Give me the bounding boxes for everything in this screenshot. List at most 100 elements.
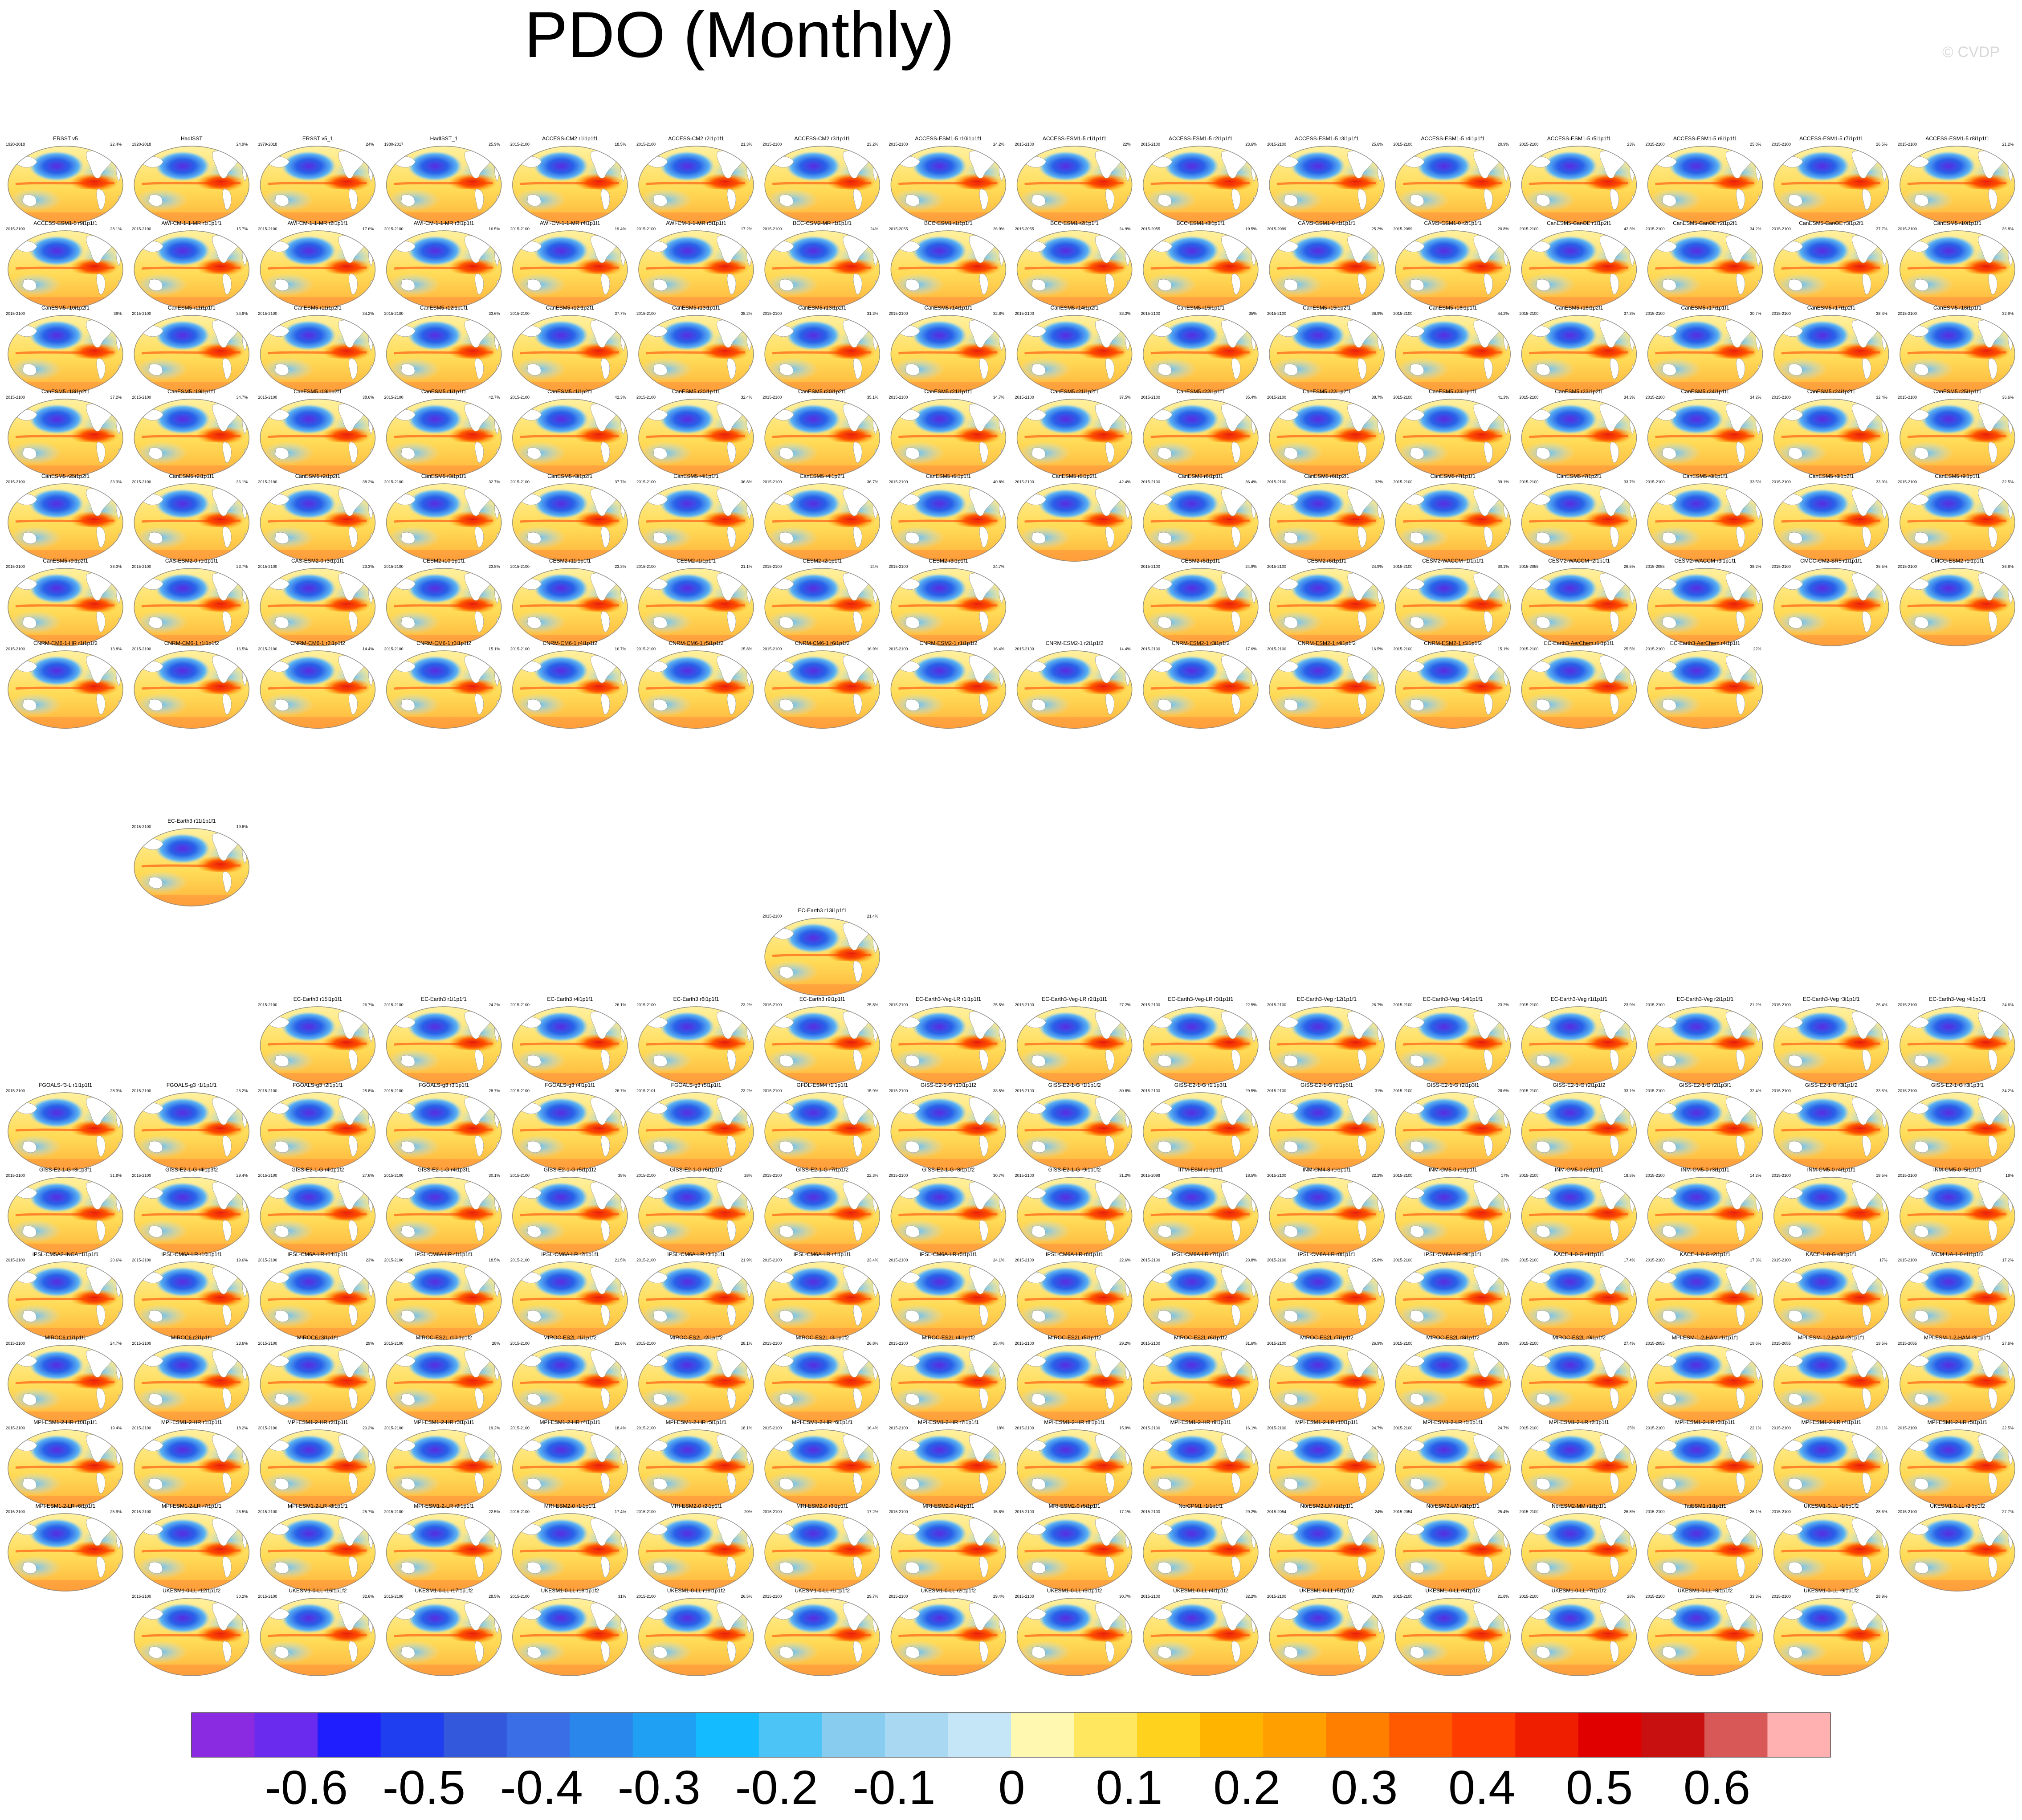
panel-years: 2015-2098 <box>1141 1173 1160 1178</box>
panel-title: NorCPM1 r1i1p1f1 <box>1178 1503 1223 1509</box>
panel-variance-pct: 34.2% <box>363 311 374 316</box>
pdo-pattern-map <box>386 230 502 309</box>
panel-years: 2015-2100 <box>636 647 656 651</box>
panel-years: 2015-2055 <box>1898 1341 1917 1346</box>
pdo-pattern-map <box>134 146 249 224</box>
panel-title: MPI-ESM1-2-HR r8i1p1f1 <box>1044 1419 1105 1425</box>
panel-title: ACCESS-ESM1-5 r9i1p1f1 <box>33 220 98 226</box>
pdo-pattern-map <box>1143 483 1259 562</box>
panel-variance-pct: 17% <box>1501 1173 1509 1178</box>
map-panel: CanESM5 r2i1p1f1 2015-2100 36.1% <box>132 473 249 562</box>
panel-title: IPSL-CM6A-LR r7i1p1f1 <box>1172 1251 1230 1257</box>
panel-years: 2015-2100 <box>1267 480 1286 484</box>
panel-years: 2015-2100 <box>762 1089 782 1093</box>
map-panel: CNRM-ESM2-1 r5i1p1f2 2015-2100 15.1% <box>1393 640 1511 729</box>
panel-years: 2015-2100 <box>1267 142 1286 147</box>
panel-title: EC-Earth3-Veg r4i1p1f1 <box>1929 996 1986 1002</box>
pdo-pattern-map <box>1773 315 1889 393</box>
colorbar-tick-label: -0.6 <box>265 1760 348 1814</box>
panel-years: 2015-2100 <box>1015 1173 1034 1178</box>
panel-years: 2015-2100 <box>1141 564 1160 569</box>
panel-title: CanESM5 r5i1p2f1 <box>1052 473 1097 479</box>
colorbar-swatch <box>1704 1713 1768 1757</box>
pdo-pattern-map <box>1395 483 1511 562</box>
pdo-pattern-map <box>260 1429 375 1508</box>
panel-years: 2015-2100 <box>636 227 656 231</box>
pdo-pattern-map <box>386 568 502 646</box>
panel-years: 2015-2100 <box>636 1003 656 1007</box>
panel-variance-pct: 18% <box>996 1426 1004 1430</box>
panel-variance-pct: 33.9% <box>1876 480 1887 484</box>
pdo-pattern-map <box>1269 650 1385 729</box>
panel-variance-pct: 22.2% <box>1371 1173 1383 1178</box>
map-panel: AWI-CM-1-1-MR r3i1p1f1 2015-2100 16.5% <box>384 220 502 309</box>
panel-title: UKESM1-0-LL r12i1p1f2 <box>163 1587 221 1594</box>
panel-variance-pct: 16.5% <box>489 227 500 231</box>
panel-years: 2015-2100 <box>1141 647 1160 651</box>
panel-variance-pct: 23.8% <box>489 564 500 569</box>
colorbar-swatch <box>696 1713 759 1757</box>
map-panel: CanESM5 r9i1p1f1 2015-2100 32.5% <box>1898 473 2015 562</box>
panel-variance-pct: 36.9% <box>1371 311 1383 316</box>
panel-years: 2015-2100 <box>258 227 277 231</box>
panel-years: 2015-2100 <box>132 1173 151 1178</box>
panel-variance-pct: 25.9% <box>489 142 500 147</box>
panel-years: 2015-2100 <box>384 564 404 569</box>
panel-title: CanESM5 r22i1p1f1 <box>1177 388 1225 395</box>
map-panel: UKESM1-0-LL r4i1p1f2 2015-2100 32.2% <box>1141 1587 1259 1676</box>
map-panel: CanESM5 r1i1p1f1 2015-2100 42.7% <box>384 388 502 477</box>
panel-title: FGOALS-g3 r5i1p1f1 <box>671 1082 722 1088</box>
pdo-pattern-map <box>260 230 375 309</box>
pdo-pattern-map <box>638 146 754 224</box>
panel-variance-pct: 32.2% <box>1245 1594 1257 1599</box>
map-panel: IITM-ESM r1i1p1f1 2015-2098 18.5% <box>1141 1167 1259 1255</box>
panel-title: GISS-E2-1-G r1i1p1f2 <box>1048 1082 1101 1088</box>
panel-years: 2015-2100 <box>1015 1258 1034 1262</box>
map-panel: CanESM5 r22i1p1f1 2015-2100 35.4% <box>1141 388 1259 477</box>
panel-variance-pct: 29.4% <box>236 1173 248 1178</box>
pdo-pattern-map <box>1269 1177 1385 1255</box>
map-panel: MPI-ESM1-2-LR r6i1p1f1 2015-2100 25.9% <box>6 1503 123 1591</box>
panel-title: CESM2-WACCM r1i1p1f1 <box>1422 558 1484 564</box>
panel-title: MIROC-ES2L r10i1p1f2 <box>416 1334 472 1341</box>
panel-years: 2015-2055 <box>1772 1341 1791 1346</box>
panel-variance-pct: 37.7% <box>615 480 626 484</box>
panel-variance-pct: 31% <box>1375 1089 1383 1093</box>
panel-title: CanESM5-CanOE r1i1p2f1 <box>1547 220 1611 226</box>
panel-variance-pct: 30.7% <box>1750 311 1761 316</box>
map-panel: IPSL-CM6A-LR r14i1p1f1 2015-2100 23% <box>258 1251 375 1340</box>
panel-variance-pct: 29.4% <box>993 1594 1005 1599</box>
panel-title: IPSL-CM6A-LR r4i1p1f1 <box>794 1251 852 1257</box>
panel-years: 2015-2100 <box>1393 142 1412 147</box>
map-panel: GISS-E2-1-G r2i1p1f2 2015-2100 33.1% <box>1519 1082 1637 1171</box>
pdo-pattern-map <box>1900 399 2015 477</box>
panel-title: AWI-CM-1-1-MR r2i1p1f1 <box>288 220 348 226</box>
colorbar-swatch <box>948 1713 1011 1757</box>
panel-title: EC-Earth3 r13i1p1f1 <box>798 907 847 914</box>
map-panel: CESM2-WACCM r1i1p1f1 2015-2100 30.1% <box>1393 558 1511 646</box>
pdo-pattern-map <box>764 146 880 224</box>
pdo-pattern-map <box>512 1513 628 1591</box>
panel-years: 2015-2100 <box>1898 1426 1917 1430</box>
panel-title: MIROC-ES2L r2i1p1f2 <box>669 1334 723 1341</box>
pdo-pattern-map <box>1647 230 1763 309</box>
map-panel: CanESM5 r17i1p2f1 2015-2100 38.4% <box>1772 305 1889 393</box>
panel-variance-pct: 36.1% <box>236 480 248 484</box>
panel-variance-pct: 24.7% <box>1498 1426 1509 1430</box>
panel-variance-pct: 23.7% <box>236 564 248 569</box>
colorbar-tick-label: 0.1 <box>1096 1760 1162 1814</box>
panel-years: 2015-2100 <box>1772 1258 1791 1262</box>
pdo-pattern-map <box>890 146 1006 224</box>
map-panel: CanESM5 r5i1p1f1 2015-2100 40.8% <box>889 473 1006 562</box>
colorbar-swatch <box>1200 1713 1264 1757</box>
pdo-pattern-map <box>1647 568 1763 646</box>
panel-years: 2015-2100 <box>384 1426 404 1430</box>
panel-title: BCC-CSM2-MR r1i1p1f1 <box>793 220 852 226</box>
panel-variance-pct: 17.2% <box>867 1510 879 1514</box>
panel-years: 2015-2100 <box>384 1089 404 1093</box>
pdo-pattern-map <box>1773 1092 1889 1171</box>
pdo-pattern-map <box>260 568 375 646</box>
pdo-pattern-map <box>1395 1261 1511 1340</box>
panel-years: 2015-2100 <box>132 647 151 651</box>
pdo-pattern-map <box>764 1598 880 1676</box>
